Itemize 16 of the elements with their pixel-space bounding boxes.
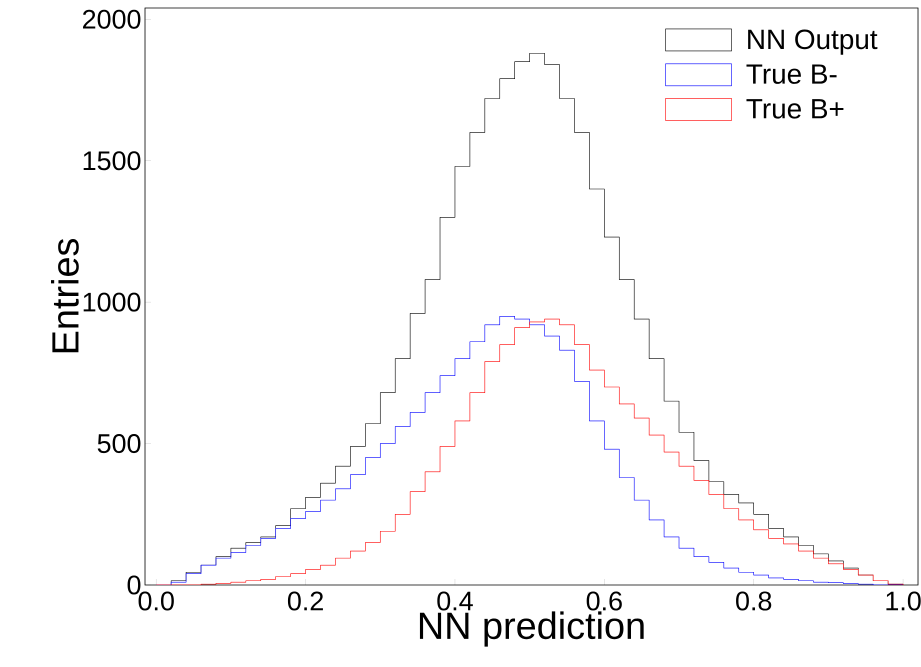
y-tick-label: 500 xyxy=(98,434,140,454)
x-tick-label: 0.2 xyxy=(288,592,323,611)
y-tick-label: 0 xyxy=(128,575,140,595)
legend-label: True B- xyxy=(746,64,837,84)
y-tick-label: 1000 xyxy=(84,292,140,312)
x-tick-label: 0.4 xyxy=(437,592,473,611)
y-tick-label: 1500 xyxy=(84,151,140,170)
legend-label: True B+ xyxy=(746,99,844,119)
x-tick-label: 0.6 xyxy=(586,592,622,611)
x-axis-title: NN prediction xyxy=(420,611,644,647)
x-tick-label: 0.8 xyxy=(736,592,772,611)
legend-label: NN Output xyxy=(748,29,878,55)
x-tick-label: 1.0 xyxy=(886,592,921,611)
x-tick-label: 0.0 xyxy=(138,592,174,611)
y-axis-title: Entries xyxy=(51,238,79,352)
y-tick-label: 2000 xyxy=(83,10,140,29)
